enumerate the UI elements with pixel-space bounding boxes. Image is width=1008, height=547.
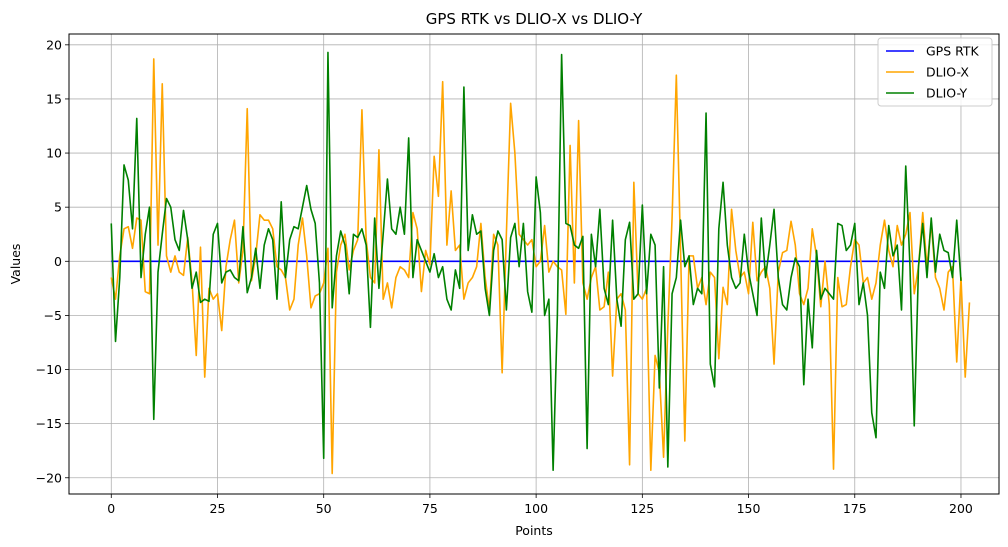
- y-tick-label: −5: [44, 308, 62, 323]
- x-tick-label: 25: [210, 501, 226, 516]
- x-axis-label: Points: [515, 523, 553, 538]
- y-tick-label: −10: [36, 362, 62, 377]
- x-tick-label: 125: [630, 501, 654, 516]
- x-tick-label: 75: [422, 501, 438, 516]
- legend-box: [877, 37, 993, 107]
- series-line-dlio-x: [110, 58, 971, 475]
- x-tick-label: 0: [107, 501, 115, 516]
- series-line-dlio-y: [110, 51, 962, 471]
- plot-frame: [68, 33, 1000, 495]
- x-tick-label: 175: [843, 501, 867, 516]
- y-tick-label: 15: [46, 91, 62, 106]
- y-tick-label: 10: [46, 146, 62, 161]
- y-axis-label: Values: [8, 244, 23, 285]
- plot-lines: [110, 51, 971, 475]
- legend-entry-dlio-y: DLIO-Y: [926, 86, 967, 101]
- y-tick-label: −15: [36, 416, 62, 431]
- y-axis-ticks: −20 −15 −10 −5 0 5 10 15 20: [36, 37, 69, 485]
- y-tick-label: −20: [36, 470, 62, 485]
- legend: GPS RTK DLIO-X DLIO-Y: [877, 37, 993, 107]
- x-tick-label: 100: [524, 501, 548, 516]
- chart-title: GPS RTK vs DLIO-X vs DLIO-Y: [426, 10, 643, 28]
- legend-entry-gps-rtk: GPS RTK: [926, 44, 980, 59]
- y-tick-label: 0: [54, 254, 62, 269]
- x-tick-label: 200: [949, 501, 973, 516]
- y-tick-label: 5: [54, 200, 62, 215]
- x-tick-label: 50: [316, 501, 332, 516]
- x-tick-label: 150: [737, 501, 761, 516]
- y-tick-label: 20: [46, 37, 62, 52]
- x-axis-ticks: 0 25 50 75 100 125 150 175 200: [107, 494, 973, 516]
- legend-entry-dlio-x: DLIO-X: [926, 65, 969, 80]
